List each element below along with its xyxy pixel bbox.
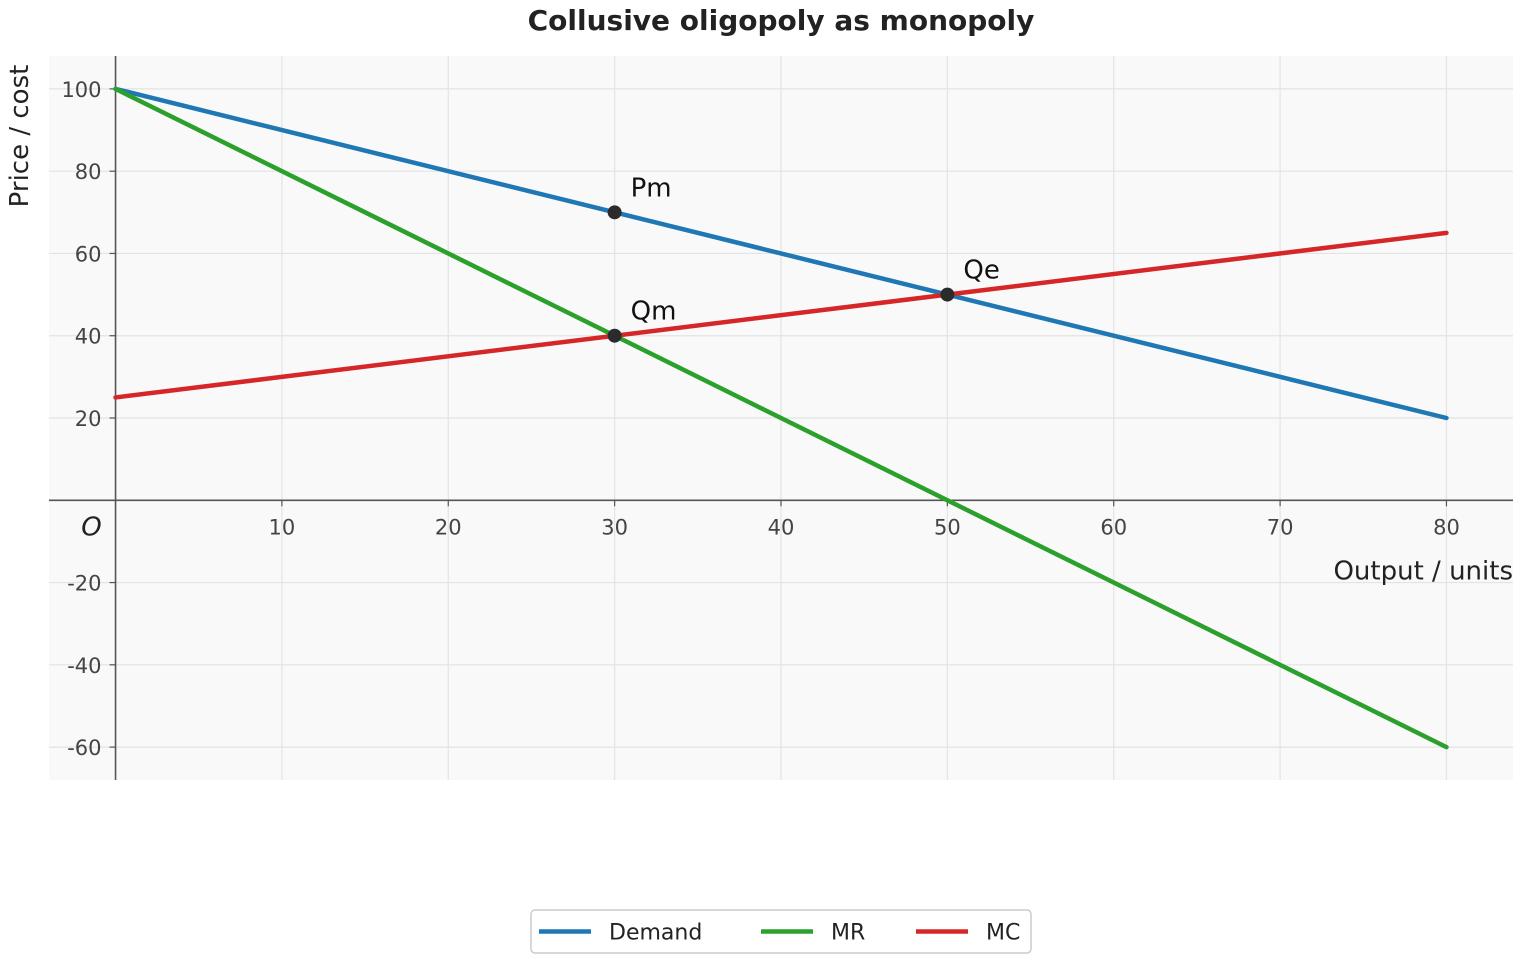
origin-label: O [81,512,101,542]
x-axis-label: Output / units [1333,556,1513,586]
points: Pm Qm Qe [607,173,1000,343]
y-tick-label--60: -60 [67,736,101,760]
series-line-demand [113,86,1449,421]
x-tick-label-70: 70 [1267,515,1294,539]
x-tick-label-60: 60 [1100,515,1127,539]
y-axis-label: Price / cost [5,65,35,208]
legend-label-demand: Demand [609,921,702,946]
series-line-mr [113,86,1449,750]
x-tick-label-10: 10 [269,515,296,539]
y-tick-label-40: 40 [75,325,102,349]
point-qm-marker [607,328,622,343]
point-pm-label: Pm [631,173,672,203]
point-pm-marker [607,205,622,220]
point-qe-label: Qe [963,256,999,286]
legend-label-mr: MR [831,921,865,946]
series-lines [113,86,1449,750]
y-tick-label--20: -20 [67,572,101,596]
y-tick-label-100: 100 [61,78,101,102]
x-tick-label-20: 20 [435,515,462,539]
legend: Demand MR MC [530,909,1032,954]
y-tick-label-80: 80 [75,160,102,184]
x-tick-label-30: 30 [601,515,628,539]
axes [49,56,1513,780]
x-tick-label-50: 50 [934,515,961,539]
chart-title: Collusive oligopoly as monopoly [528,4,1035,37]
legend-label-mc: MC [986,921,1020,946]
x-tick-label-80: 80 [1433,515,1460,539]
y-tick-label--40: -40 [67,654,101,678]
x-tick-label-40: 40 [768,515,795,539]
tick-labels: 10 20 30 40 50 60 70 80 -60 -40 -20 20 40 60 80 100 [61,78,1459,760]
point-qe-marker [940,287,955,302]
series-line-mc [113,230,1449,400]
point-qm-label: Qm [631,297,677,327]
y-tick-label-60: 60 [75,242,102,266]
y-tick-label-20: 20 [75,407,102,431]
